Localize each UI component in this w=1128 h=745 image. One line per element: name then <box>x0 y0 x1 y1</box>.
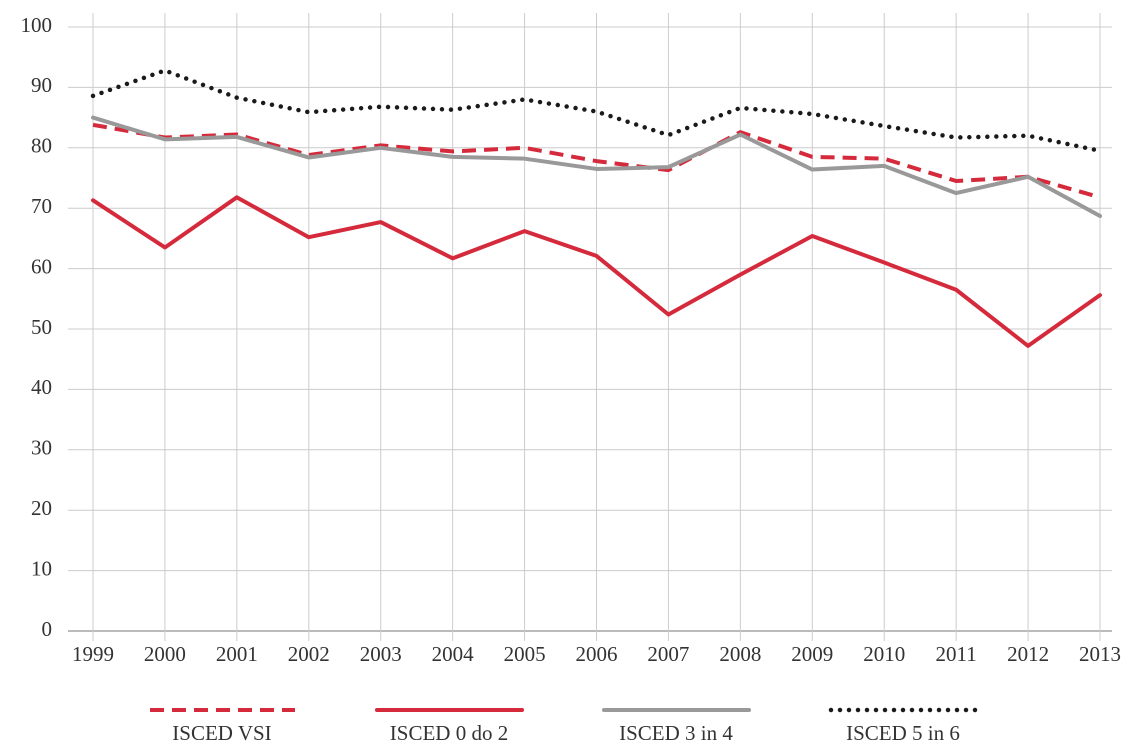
y-tick-label: 70 <box>31 194 52 218</box>
x-tick-label: 2011 <box>936 642 977 666</box>
legend-label: ISCED 3 in 4 <box>619 721 733 745</box>
y-tick-label: 80 <box>31 134 52 158</box>
y-tick-label: 90 <box>31 73 52 97</box>
legend-label: ISCED VSI <box>172 721 271 745</box>
legend-label: ISCED 5 in 6 <box>846 721 960 745</box>
y-tick-label: 0 <box>42 617 53 641</box>
x-tick-label: 2000 <box>144 642 186 666</box>
x-tick-label: 2009 <box>791 642 833 666</box>
x-tick-label: 2004 <box>432 642 475 666</box>
x-tick-label: 2002 <box>288 642 330 666</box>
x-tick-label: 2012 <box>1007 642 1049 666</box>
x-tick-label: 1999 <box>72 642 114 666</box>
y-tick-label: 60 <box>31 254 52 278</box>
legend-label: ISCED 0 do 2 <box>390 721 508 745</box>
y-tick-label: 20 <box>31 496 52 520</box>
series-line <box>91 115 1102 219</box>
y-tick-label: 50 <box>31 315 52 339</box>
y-tick-label: 100 <box>21 13 53 37</box>
x-tick-label: 2010 <box>863 642 905 666</box>
x-tick-label: 2006 <box>576 642 618 666</box>
x-tick-label: 2001 <box>216 642 258 666</box>
series-line <box>92 122 1101 200</box>
x-tick-label: 2003 <box>360 642 402 666</box>
y-tick-label: 10 <box>31 556 52 580</box>
y-tick-label: 30 <box>31 436 52 460</box>
series-line <box>91 195 1102 348</box>
x-tick-label: 2013 <box>1079 642 1121 666</box>
series-line <box>90 68 1103 154</box>
x-tick-label: 2008 <box>719 642 761 666</box>
x-tick-label: 2007 <box>647 642 689 666</box>
y-tick-label: 40 <box>31 375 52 399</box>
x-tick-label: 2005 <box>504 642 546 666</box>
